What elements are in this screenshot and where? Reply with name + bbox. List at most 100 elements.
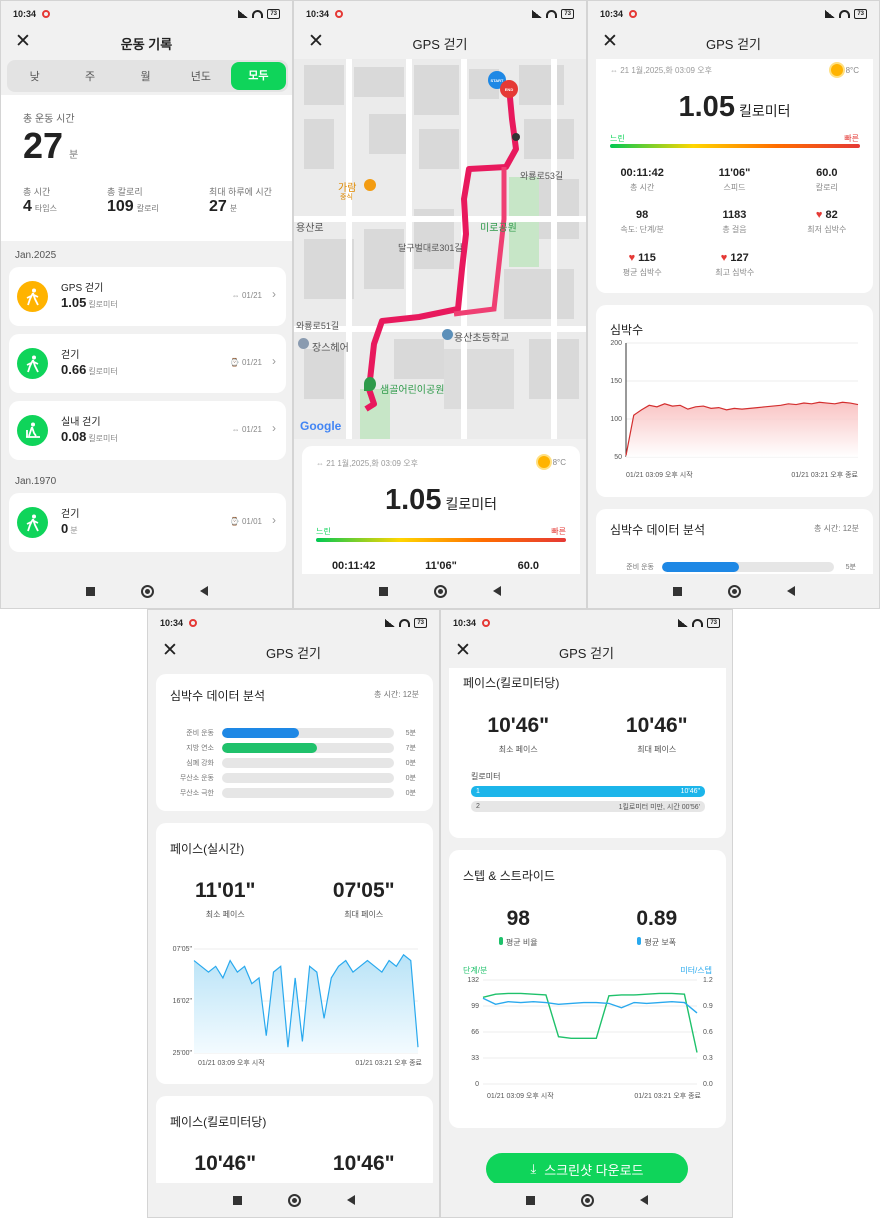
stat-cal-label: 총 칼로리	[107, 187, 143, 197]
record-icon	[42, 10, 51, 18]
map-label-road: 용산로	[296, 223, 324, 234]
download-button[interactable]: ⤓ 스크린샷 다운로드	[486, 1153, 688, 1185]
tab-month[interactable]: 월	[140, 71, 151, 83]
close-icon[interactable]: ✕	[15, 31, 31, 52]
left-axis-unit: 단계/분	[463, 966, 488, 975]
zone-row: 준비 운동 5분	[626, 561, 856, 572]
home-button[interactable]	[727, 584, 741, 598]
home-button[interactable]	[287, 1193, 301, 1207]
back-button[interactable]	[346, 1195, 355, 1205]
summary-panel: 총 운동 시간 27 분 총 시간 4 타임스 총 칼로리 109 칼로리 최대 하루…	[1, 95, 292, 241]
close-icon[interactable]: ✕	[308, 31, 324, 52]
close-icon[interactable]: ✕	[602, 31, 618, 52]
stat-time-value: 4 타임스	[23, 198, 57, 215]
recents-button[interactable]	[379, 586, 388, 596]
stat-min-hr: ♥ 82 최저 심박수	[807, 209, 847, 234]
home-button[interactable]	[580, 1193, 594, 1207]
fast-label: 빠른	[551, 527, 566, 536]
battery-icon: 73	[267, 9, 280, 19]
activity-item[interactable]: 실내 걷기 0.08 킬로미터 ⇔ 01/21 ›	[9, 401, 286, 460]
stride-line	[482, 997, 698, 1014]
record-icon	[189, 619, 198, 627]
home-button[interactable]	[140, 584, 154, 598]
google-logo: Google	[300, 419, 342, 433]
km-split-row: 2 1킬로미터 미만, 시간 00'56'	[471, 801, 705, 812]
signal-icon	[532, 10, 543, 18]
record-icon	[482, 619, 491, 627]
status-bar: 10:34 73	[588, 1, 879, 27]
title-bar: ✕ 운동 기록	[1, 27, 292, 59]
route-map[interactable]: START END 미로공원 용산초등학교 샘골어린이공원 장스헤어 가람 중식…	[294, 59, 586, 439]
map-label-road: 달구벌대로301길	[398, 243, 463, 253]
stat-total-time: 00:11:42 총 시간	[620, 167, 664, 192]
end-marker: END	[500, 80, 518, 98]
recents-button[interactable]	[525, 1195, 535, 1205]
stat-cadence: 98 속도: 단계/분	[620, 209, 664, 234]
step-chart: 132 1.2 99 0.9 66 0.6 33 0.3 0 0.0 01/21 03:09 오후 …	[467, 977, 713, 1100]
avg-step-rate: 98 평균 비율	[449, 907, 588, 948]
activity-date: ⌚ 01/01	[229, 517, 262, 526]
pace-max: 07'05" 최대 페이스	[332, 879, 395, 919]
nav-bar	[441, 1183, 732, 1217]
zone-title: 심박수 데이터 분석	[170, 689, 265, 703]
stat-speed: 11'06"	[425, 560, 457, 572]
record-icon	[629, 10, 638, 18]
history-screen: 10:34 73 ✕ 운동 기록 낮 주 월 년도 모두 총 운동 시간 27 분 총…	[0, 0, 293, 609]
pace-chart: 07'05" 16'02" 25'00" 01/21 03:09 오후 시작 01/21…	[173, 946, 423, 1067]
activity-name: 걷기	[61, 509, 80, 520]
hr-area	[626, 402, 858, 457]
activity-item[interactable]: 걷기 0.66 킬로미터 ⌚ 01/21 ›	[9, 334, 286, 393]
tab-all[interactable]: 모두	[230, 62, 287, 90]
back-button[interactable]	[639, 1195, 648, 1205]
close-icon[interactable]: ✕	[162, 640, 178, 661]
recents-button[interactable]	[85, 586, 95, 596]
back-button[interactable]	[786, 586, 795, 596]
status-time: 10:34	[453, 618, 477, 628]
recents-button[interactable]	[232, 1195, 242, 1205]
activity-value: 0.08 킬로미터	[61, 429, 118, 444]
walk-icon	[17, 348, 48, 379]
park-pin-icon	[364, 377, 376, 391]
heart-icon: ♥	[720, 252, 728, 264]
heart-icon: ♥	[628, 252, 636, 264]
map-label-kidpark: 샘골어린이공원	[380, 385, 445, 396]
back-button[interactable]	[493, 586, 501, 596]
activity-item[interactable]: GPS 걷기 1.05 킬로미터 ⇔ 01/21 ›	[9, 267, 286, 326]
chevron-right-icon: ›	[272, 287, 276, 301]
activity-value: 0.66 킬로미터	[61, 362, 118, 377]
y-tick-label-right: 0.3	[703, 1055, 713, 1062]
km-pace-min: 10'46"	[194, 1152, 257, 1175]
stat-calories: 60.0 칼로리	[815, 167, 838, 192]
zone-row: 준비 운동 5분	[186, 727, 416, 738]
right-axis-unit: 미터/스텝	[680, 966, 712, 975]
map-label-school: 용산초등학교	[454, 333, 510, 344]
back-button[interactable]	[199, 586, 208, 596]
stats-row-3: ♥ 115 평균 심박수 ♥ 127 최고 심박수	[596, 252, 781, 278]
recents-button[interactable]	[672, 586, 682, 596]
tab-day[interactable]: 낮	[29, 71, 40, 83]
page-title: GPS 걷기	[266, 645, 321, 661]
title-bar: ✕ GPS 걷기	[441, 636, 732, 668]
heart-rate-chart: 200 150 100 50 01/21 03:09 오후 시작 01/21 03:21 …	[610, 340, 858, 479]
tab-year[interactable]: 년도	[190, 71, 212, 83]
stat-time-label: 총 시간	[23, 187, 51, 197]
stat-cal-value: 109 칼로리	[107, 198, 159, 215]
km-pace-summary: 10'46" 10'46"	[156, 1152, 433, 1176]
home-button[interactable]	[434, 584, 447, 598]
step-rate-line	[482, 992, 698, 1053]
nav-bar	[588, 574, 879, 608]
step-title: 스텝 & 스트라이드	[463, 869, 555, 883]
x-label-end: 01/21 03:21 오후 종료	[791, 471, 858, 479]
zone-row: 무산소 운동 0분	[179, 772, 416, 783]
wifi-icon	[839, 10, 851, 18]
stat-avg-hr: ♥ 115 평균 심박수	[622, 252, 662, 277]
stat-max-hr: ♥ 127 최고 심박수	[715, 252, 755, 277]
tab-week[interactable]: 주	[85, 71, 96, 83]
pace-area	[194, 954, 418, 1053]
stat-calories: 60.0	[517, 560, 540, 572]
close-icon[interactable]: ✕	[455, 640, 471, 661]
legend-green	[498, 937, 503, 945]
km-pace-title: 페이스(킬로미터당)	[170, 1115, 267, 1129]
page-title: GPS 걷기	[706, 36, 761, 52]
